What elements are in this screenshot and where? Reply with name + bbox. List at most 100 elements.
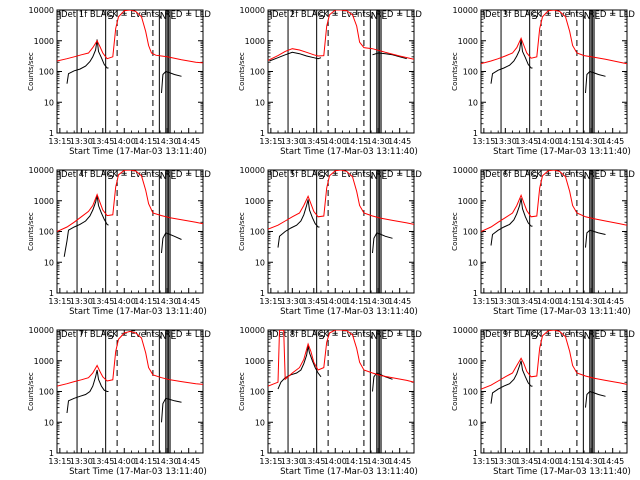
panel-title: Det 8f BLACK = Events, RED = LLD (272, 330, 422, 340)
x-tick-label: 13:30 (281, 457, 304, 466)
y-tick-label: 10000 (453, 166, 478, 175)
x-axis-label: Start Time (17-Mar-03 13:11:40) (280, 307, 418, 317)
events-series-line (66, 39, 109, 84)
x-tick-label: 14:30 (156, 137, 179, 146)
y-axis-label: Counts/sec (451, 52, 459, 91)
y-axis-label: Counts/sec (27, 52, 35, 91)
panel-title: Det 6f BLACK = Events, RED = LLD (485, 170, 635, 180)
lld-series-line (57, 330, 203, 387)
panel-det-4: Det 4f BLACK = Events, RED = LLD 1 10 100 10… (27, 166, 211, 317)
lld-series-line (481, 330, 627, 390)
y-tick-label: 1 (473, 129, 478, 138)
region-letter: S (318, 171, 324, 182)
x-tick-label: 13:15 (472, 137, 495, 146)
x-tick-label: 14:00 (324, 457, 347, 466)
y-tick-label: 1 (260, 449, 265, 458)
events-series-line (277, 345, 322, 390)
y-tick-label: 1000 (245, 37, 265, 46)
y-axis-label: Counts/sec (238, 212, 246, 251)
events-late-series-line (161, 397, 182, 423)
x-tick-label: 13:45 (91, 137, 114, 146)
y-tick-label: 10 (255, 98, 265, 107)
y-tick-label: 1000 (458, 197, 478, 206)
events-late-series-line (372, 52, 407, 60)
lld-series-line (481, 170, 627, 232)
y-tick-label: 1000 (34, 357, 54, 366)
x-tick-label: 13:15 (472, 457, 495, 466)
x-tick-label: 14:15 (134, 457, 157, 466)
x-tick-label: 14:15 (558, 137, 581, 146)
x-tick-label: 14:45 (388, 297, 411, 306)
region-letter: S (318, 11, 324, 22)
panel-det-5: Det 5f BLACK = Events, RED = LLD 1 10 100 10… (238, 166, 422, 317)
region-letter: N (371, 171, 378, 182)
x-tick-label: 13:30 (494, 137, 517, 146)
x-tick-label: 14:00 (324, 297, 347, 306)
region-letter: L (381, 171, 387, 182)
x-tick-label: 13:15 (48, 297, 71, 306)
y-tick-label: 10 (44, 258, 54, 267)
x-axis-label: Start Time (17-Mar-03 13:11:40) (493, 307, 631, 317)
events-late-series-line (585, 70, 606, 94)
region-letter: N (584, 171, 591, 182)
region-letter: L (381, 331, 387, 342)
y-axis-label: Counts/sec (27, 212, 35, 251)
x-tick-label: 14:15 (558, 457, 581, 466)
x-tick-label: 14:45 (177, 297, 200, 306)
x-tick-label: 13:15 (48, 137, 71, 146)
x-tick-label: 13:30 (494, 297, 517, 306)
x-tick-label: 13:15 (259, 137, 282, 146)
panel-det-2: Det 2f BLACK = Events, RED = LLD 1 10 100 10… (238, 6, 422, 157)
y-tick-label: 10000 (453, 6, 478, 15)
x-tick-label: 14:45 (601, 297, 624, 306)
events-late-series-line (161, 232, 182, 254)
region-letter: S (318, 331, 324, 342)
x-tick-label: 14:00 (113, 297, 136, 306)
panel-title: Det 1f BLACK = Events, RED = LLD (61, 10, 211, 20)
x-tick-label: 14:15 (345, 457, 368, 466)
panel-title: Det 9f BLACK = Events, RED = LLD (485, 330, 635, 340)
panel-title: Det 2f BLACK = Events, RED = LLD (272, 10, 422, 20)
events-late-series-line (161, 70, 182, 94)
x-axis-label: Start Time (17-Mar-03 13:11:40) (280, 147, 418, 157)
y-tick-label: 1 (49, 129, 54, 138)
y-tick-label: 1000 (245, 197, 265, 206)
y-tick-label: 100 (39, 68, 54, 77)
x-tick-label: 14:00 (113, 457, 136, 466)
lld-series-line (57, 170, 203, 232)
plot-frame (480, 329, 628, 454)
x-tick-label: 13:45 (515, 297, 538, 306)
y-tick-label: 10000 (29, 166, 54, 175)
y-tick-label: 1000 (458, 37, 478, 46)
y-tick-label: 1 (473, 289, 478, 298)
y-tick-label: 1 (260, 129, 265, 138)
region-letter: S (531, 331, 537, 342)
region-letter: L (170, 171, 176, 182)
panel-title: Det 7f BLACK = Events, RED = LLD (61, 330, 211, 340)
x-axis-label: Start Time (17-Mar-03 13:11:40) (280, 467, 418, 477)
plot-frame (267, 9, 415, 134)
lld-series-line (57, 10, 203, 64)
y-tick-label: 1 (260, 289, 265, 298)
plot-frame (480, 169, 628, 294)
region-letter: S (531, 171, 537, 182)
x-tick-label: 14:15 (558, 297, 581, 306)
y-tick-label: 100 (250, 228, 265, 237)
events-series-line (277, 199, 320, 248)
region-letter: N (160, 331, 167, 342)
region-letter: L (381, 11, 387, 22)
region-letter: N (160, 171, 167, 182)
x-tick-label: 14:30 (156, 457, 179, 466)
x-tick-label: 14:45 (177, 457, 200, 466)
y-tick-label: 10 (255, 418, 265, 427)
panel-title: Det 3f BLACK = Events, RED = LLD (485, 10, 635, 20)
plot-frame (267, 169, 415, 294)
region-letter: N (371, 331, 378, 342)
region-letter: S (107, 331, 113, 342)
x-tick-label: 13:45 (91, 297, 114, 306)
x-tick-label: 13:45 (302, 137, 325, 146)
x-tick-label: 13:30 (70, 297, 93, 306)
x-tick-label: 14:00 (113, 137, 136, 146)
events-series-line (490, 39, 533, 84)
x-tick-label: 14:45 (601, 137, 624, 146)
